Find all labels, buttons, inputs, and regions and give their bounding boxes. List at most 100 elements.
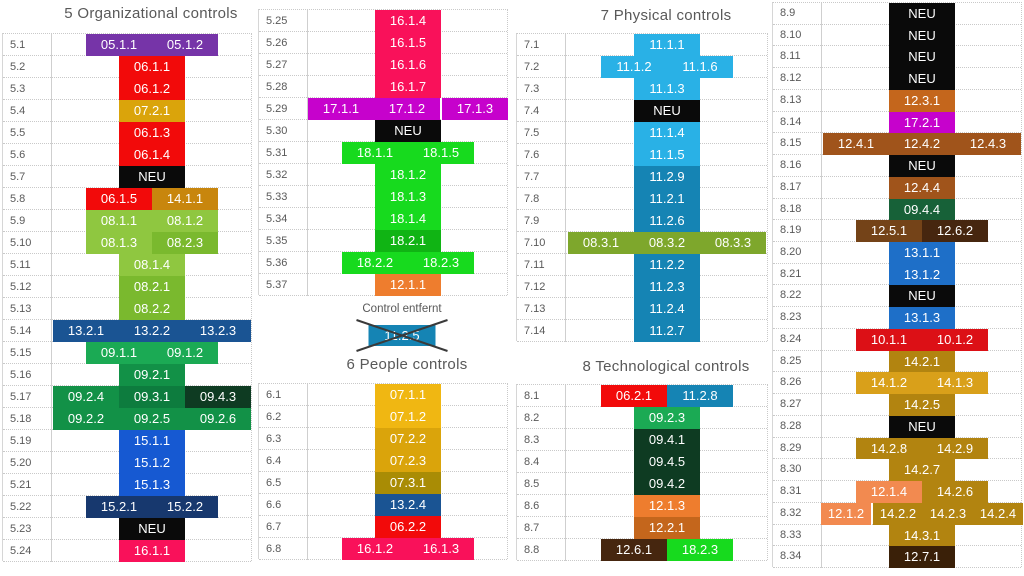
control-cell: 08.1.1 08.1.2 bbox=[86, 210, 218, 232]
control-cell: 11.2.3 bbox=[634, 276, 700, 298]
row-label: 5.36 bbox=[266, 257, 288, 269]
row-cells: 18.1.2 bbox=[307, 164, 509, 186]
control-cell-label: 12.1.4 bbox=[870, 484, 908, 500]
control-cell: 15.1.1 bbox=[119, 430, 185, 452]
row-cells: 10.1.1 10.1.2 bbox=[821, 328, 1023, 351]
row-label: 5.30 bbox=[266, 125, 288, 137]
control-cell: NEU bbox=[889, 155, 955, 177]
control-cell: 09.4.4 bbox=[889, 198, 955, 221]
control-cell: 13.1.3 bbox=[889, 307, 955, 329]
row-cells: NEU bbox=[821, 415, 1023, 438]
row-cells: 09.4.1 bbox=[565, 429, 769, 451]
control-cell: 15.2.1 15.2.2 bbox=[86, 496, 218, 518]
row-cells: 07.3.1 bbox=[307, 472, 509, 494]
row-label: 5.25 bbox=[266, 15, 288, 27]
control-cell: 08.1.3 bbox=[86, 232, 152, 254]
control-cell-label: 14.3.1 bbox=[903, 527, 941, 543]
control-cell: 09.2.4 bbox=[53, 386, 119, 408]
control-cell: 12.1.3 bbox=[634, 495, 700, 517]
control-cell-label: 15.2.1 bbox=[100, 499, 138, 514]
row-cells: 16.1.7 bbox=[307, 76, 509, 98]
control-cell-label: 12.1.1 bbox=[389, 277, 427, 292]
row-label: 6.8 bbox=[266, 543, 282, 555]
row-cells: NEU bbox=[821, 46, 1023, 69]
control-cell-label: 13.1.1 bbox=[903, 245, 941, 261]
row-cells: 08.2.1 bbox=[51, 276, 253, 298]
row-cells: 07.2.3 bbox=[307, 450, 509, 472]
row-cells: 11.2.1 bbox=[565, 188, 769, 210]
row-label: 8.4 bbox=[524, 456, 540, 468]
control-cell-label: 16.1.4 bbox=[389, 13, 427, 28]
control-cell: 08.3.1 08.3.2 08.3.3 bbox=[568, 232, 766, 254]
row-cells: NEU bbox=[821, 68, 1023, 90]
row-cells: 07.2.2 bbox=[307, 428, 509, 450]
control-cell: NEU bbox=[889, 3, 955, 25]
control-cell: 05.1.1 05.1.2 bbox=[86, 34, 218, 56]
row-cells: 11.2.3 bbox=[565, 276, 769, 298]
control-cell-label: 18.2.2 bbox=[356, 255, 394, 270]
control-cell-label: NEU bbox=[908, 49, 936, 65]
control-cell-label: 08.1.4 bbox=[133, 257, 171, 272]
control-cell: 12.1.4 bbox=[856, 481, 922, 503]
row-label: 5.23 bbox=[10, 523, 32, 535]
control-cell-label: 16.1.5 bbox=[389, 35, 427, 50]
control-cell: 18.1.1 18.1.5 bbox=[342, 142, 474, 164]
row-label: 7.11 bbox=[524, 259, 545, 271]
row-label: 5.22 bbox=[10, 501, 32, 513]
control-cell-label: 07.1.2 bbox=[389, 409, 427, 424]
mapping-table: 6.1 07.1.1 6.2 07.1.2 6.3 07.2.2 6.4 07.2.3 6.5 0… bbox=[258, 383, 509, 560]
row-cells: 11.1.5 bbox=[565, 144, 769, 166]
row-cells: 13.1.2 bbox=[821, 263, 1023, 286]
row-cells: 15.1.2 bbox=[51, 452, 253, 474]
row-label: 8.23 bbox=[780, 311, 802, 324]
row-cells: 07.1.1 bbox=[307, 384, 509, 406]
control-cell: 12.6.1 bbox=[601, 539, 667, 561]
control-cell-label: 16.1.6 bbox=[389, 57, 427, 72]
row-cells: 13.2.1 13.2.2 13.2.3 bbox=[51, 320, 253, 342]
control-cell-label: 15.1.3 bbox=[133, 477, 171, 492]
row-label: 5.9 bbox=[10, 215, 26, 227]
control-cell: 17.1.1 17.1.2 bbox=[308, 98, 440, 120]
group-title: 5 Organizational controls bbox=[64, 5, 238, 22]
row-cells: 14.2.7 bbox=[821, 459, 1023, 482]
row-cells: 12.4.4 bbox=[821, 176, 1023, 199]
control-cell-label: 18.1.3 bbox=[389, 189, 427, 204]
row-label: 6.3 bbox=[266, 433, 282, 445]
control-cell-label: 09.4.2 bbox=[648, 476, 686, 491]
control-cell: 18.2.1 bbox=[375, 230, 441, 252]
row-cells: 05.1.1 05.1.2 bbox=[51, 34, 253, 56]
row-label: 5.29 bbox=[266, 103, 288, 115]
row-label: 8.11 bbox=[780, 50, 801, 63]
control-cell-label: 06.2.1 bbox=[615, 388, 653, 403]
control-cell-label: 11.1.2 bbox=[616, 59, 652, 74]
control-cell-label: 08.1.3 bbox=[100, 235, 138, 250]
row-cells: 07.2.1 bbox=[51, 100, 253, 122]
row-cells: 12.4.1 12.4.2 12.4.3 bbox=[821, 133, 1023, 156]
control-cell-label: 15.2.2 bbox=[166, 499, 204, 514]
row-label: 6.7 bbox=[266, 521, 282, 533]
row-cells: 11.2.6 bbox=[565, 210, 769, 232]
control-cell: 12.3.1 bbox=[889, 89, 955, 112]
row-cells: 11.2.9 bbox=[565, 166, 769, 188]
control-cell-label: 08.3.3 bbox=[714, 235, 752, 250]
row-label: 5.35 bbox=[266, 235, 288, 247]
row-cells: 15.1.3 bbox=[51, 474, 253, 496]
control-cell: 11.2.7 bbox=[634, 320, 700, 342]
row-label: 8.25 bbox=[780, 354, 802, 367]
control-cell-label: 07.3.1 bbox=[389, 475, 427, 490]
row-label: 8.28 bbox=[780, 419, 802, 432]
control-cell: 06.2.1 bbox=[601, 385, 667, 407]
row-cells: 14.2.8 14.2.9 bbox=[821, 437, 1023, 460]
control-cell-label: 09.2.1 bbox=[133, 367, 171, 382]
row-cells: 15.1.1 bbox=[51, 430, 253, 452]
control-cell: 09.2.3 bbox=[634, 407, 700, 429]
control-cell: 11.2.1 bbox=[634, 188, 700, 210]
row-label: 5.16 bbox=[10, 369, 32, 381]
control-cell: 14.1.1 bbox=[152, 188, 218, 210]
row-cells: 17.1.1 17.1.2 17.1.3 bbox=[307, 98, 509, 120]
row-label: 5.3 bbox=[10, 83, 26, 95]
control-cell: 08.2.3 bbox=[152, 232, 218, 254]
row-cells: 11.1.1 bbox=[565, 34, 769, 56]
control-cell-label: 12.4.2 bbox=[903, 136, 941, 152]
control-cell-label: 11.2.7 bbox=[649, 323, 685, 338]
